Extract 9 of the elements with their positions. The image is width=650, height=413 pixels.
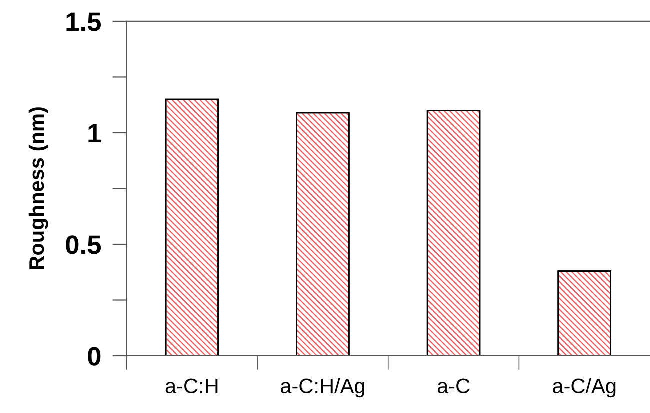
y-tick-label: 0.5 xyxy=(66,236,102,254)
x-tick-label: a-C xyxy=(438,378,470,394)
y-tick-label: 1.5 xyxy=(66,12,102,32)
x-tick-label: a-C/Ag xyxy=(553,378,616,398)
x-tick-label: a-C:H/Ag xyxy=(281,378,364,398)
y-axis-title: Roughness (nm) xyxy=(28,108,48,270)
y-tick-label: 1 xyxy=(88,124,102,143)
x-tick-label: a-C:H xyxy=(166,378,218,394)
y-tick-label: 0 xyxy=(88,347,101,366)
